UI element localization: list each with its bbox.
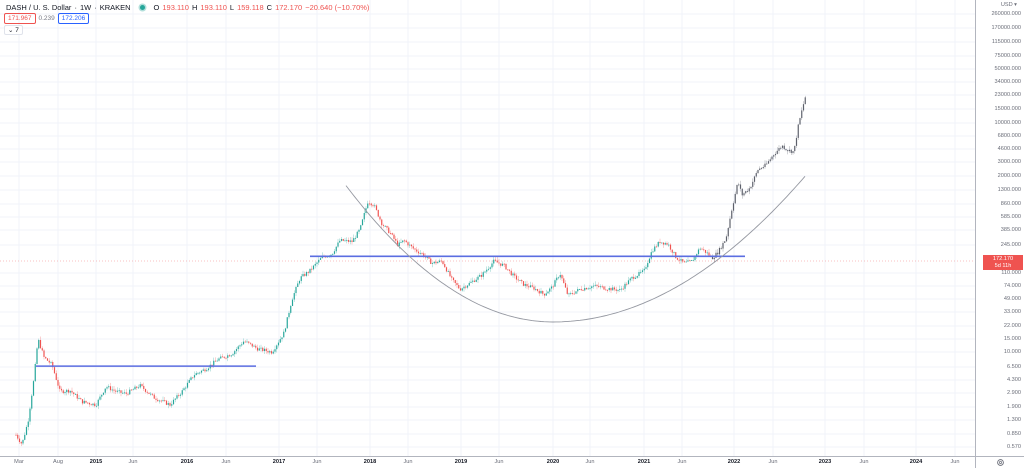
change-value: −20.640 (−10.70%) (305, 3, 370, 12)
time-tick-label: 2016 (180, 459, 194, 465)
time-tick-label: Jun (677, 459, 687, 465)
price-tick-label: 10.000 (1003, 349, 1021, 355)
current-price-value: 172.170 (992, 256, 1014, 262)
low-value: 159.118 (237, 3, 264, 12)
price-tick-label: 6.500 (1007, 364, 1021, 370)
price-tick-label: 15000.000 (994, 106, 1021, 112)
price-tick-label: 260000.000 (991, 11, 1021, 17)
price-tick-label: 50000.000 (994, 66, 1021, 72)
price-tick-label: 2.900 (1007, 390, 1021, 396)
price-tick-label: 860.000 (1000, 201, 1021, 207)
price-tick-label: 170000.000 (991, 25, 1021, 31)
time-tick-label: Aug (53, 459, 63, 465)
current-price-label: 172.170 5d 11h (983, 255, 1023, 270)
time-tick-label: Jun (128, 459, 138, 465)
candlestick-chart[interactable] (0, 0, 975, 456)
chart-settings-button[interactable] (975, 456, 1024, 468)
price-tick-label: 22.000 (1003, 323, 1021, 329)
time-tick-label: Jun (585, 459, 595, 465)
indicators-toggle-button[interactable]: ⌄ 7 (4, 25, 23, 35)
time-tick-label: 2019 (454, 459, 468, 465)
time-tick-label: Jun (221, 459, 231, 465)
currency-selector[interactable]: USD ▾ (1000, 2, 1017, 8)
price-tick-label: 385.000 (1000, 227, 1021, 233)
time-tick-label: Jun (312, 459, 322, 465)
time-tick-label: 2023 (818, 459, 832, 465)
time-tick-label: Jun (950, 459, 960, 465)
bar-countdown: 5d 11h (994, 262, 1012, 269)
price-tick-label: 33.000 (1003, 309, 1021, 315)
price-tick-label: 0.570 (1007, 444, 1021, 450)
price-tick-label: 2000.000 (997, 173, 1021, 179)
time-tick-label: Jun (403, 459, 413, 465)
price-tick-label: 110.000 (1001, 270, 1021, 276)
price-tick-label: 6800.000 (997, 133, 1021, 139)
time-axis[interactable]: Mar Aug 2015 Jun 2016 Jun 2017 Jun 2018 Jun 2019 Ju… (0, 456, 975, 468)
spread-value: 0.239 (38, 15, 55, 22)
close-value: 172.170 (275, 3, 303, 12)
price-tick-label: 10000.000 (994, 120, 1021, 126)
price-axis[interactable]: USD ▾ 172.170 5d 11h 260000.000 170000.00… (975, 0, 1024, 456)
currency-label: USD (1000, 2, 1013, 8)
time-tick-label: 2020 (546, 459, 560, 465)
gear-icon (997, 459, 1004, 466)
price-tick-label: 4600.000 (997, 146, 1021, 152)
price-tick-label: 75000.000 (994, 53, 1021, 59)
time-tick-label: Jun (494, 459, 504, 465)
price-tick-label: 1.300 (1007, 417, 1021, 423)
price-tick-label: 34000.000 (994, 79, 1021, 85)
interval: 1W (79, 3, 92, 12)
time-tick-label: 2024 (909, 459, 923, 465)
chart-pane[interactable]: DASH / U. S. Dollar · 1W · KRAKEN O 193.1… (0, 0, 975, 456)
price-tick-label: 585.000 (1000, 214, 1021, 220)
buy-button[interactable]: 172.206 (57, 13, 90, 24)
exchange: KRAKEN (99, 3, 131, 12)
time-tick-label: 2017 (272, 459, 286, 465)
high-value: 193.110 (200, 3, 227, 12)
price-tick-label: 4.300 (1007, 377, 1021, 383)
price-tick-label: 49.000 (1003, 296, 1021, 302)
symbol-legend: DASH / U. S. Dollar · 1W · KRAKEN O 193.1… (6, 3, 370, 12)
time-tick-label: Mar (14, 459, 24, 465)
symbol-name[interactable]: DASH / U. S. Dollar (6, 3, 72, 12)
open-value: 193.110 (162, 3, 189, 12)
price-tick-label: 245.000 (1000, 242, 1021, 248)
time-tick-label: 2015 (89, 459, 103, 465)
price-tick-label: 15.000 (1003, 336, 1021, 342)
price-tick-label: 3000.000 (997, 159, 1021, 165)
time-tick-label: 2018 (363, 459, 377, 465)
price-tick-label: 115000.000 (991, 39, 1021, 45)
price-tick-label: 1.900 (1007, 404, 1021, 410)
time-tick-label: 2021 (637, 459, 651, 465)
market-status-icon (139, 5, 145, 10)
time-tick-label: Jun (859, 459, 869, 465)
price-tick-label: 23000.000 (994, 92, 1021, 98)
price-tick-label: 74.000 (1003, 283, 1021, 289)
time-tick-label: 2022 (727, 459, 741, 465)
time-tick-label: Jun (768, 459, 778, 465)
sell-button[interactable]: 171.967 (4, 13, 36, 24)
price-tick-label: 1300.000 (997, 187, 1021, 193)
quote-row: 171.967 0.239 172.206 (4, 13, 90, 24)
price-tick-label: 0.850 (1007, 431, 1021, 437)
